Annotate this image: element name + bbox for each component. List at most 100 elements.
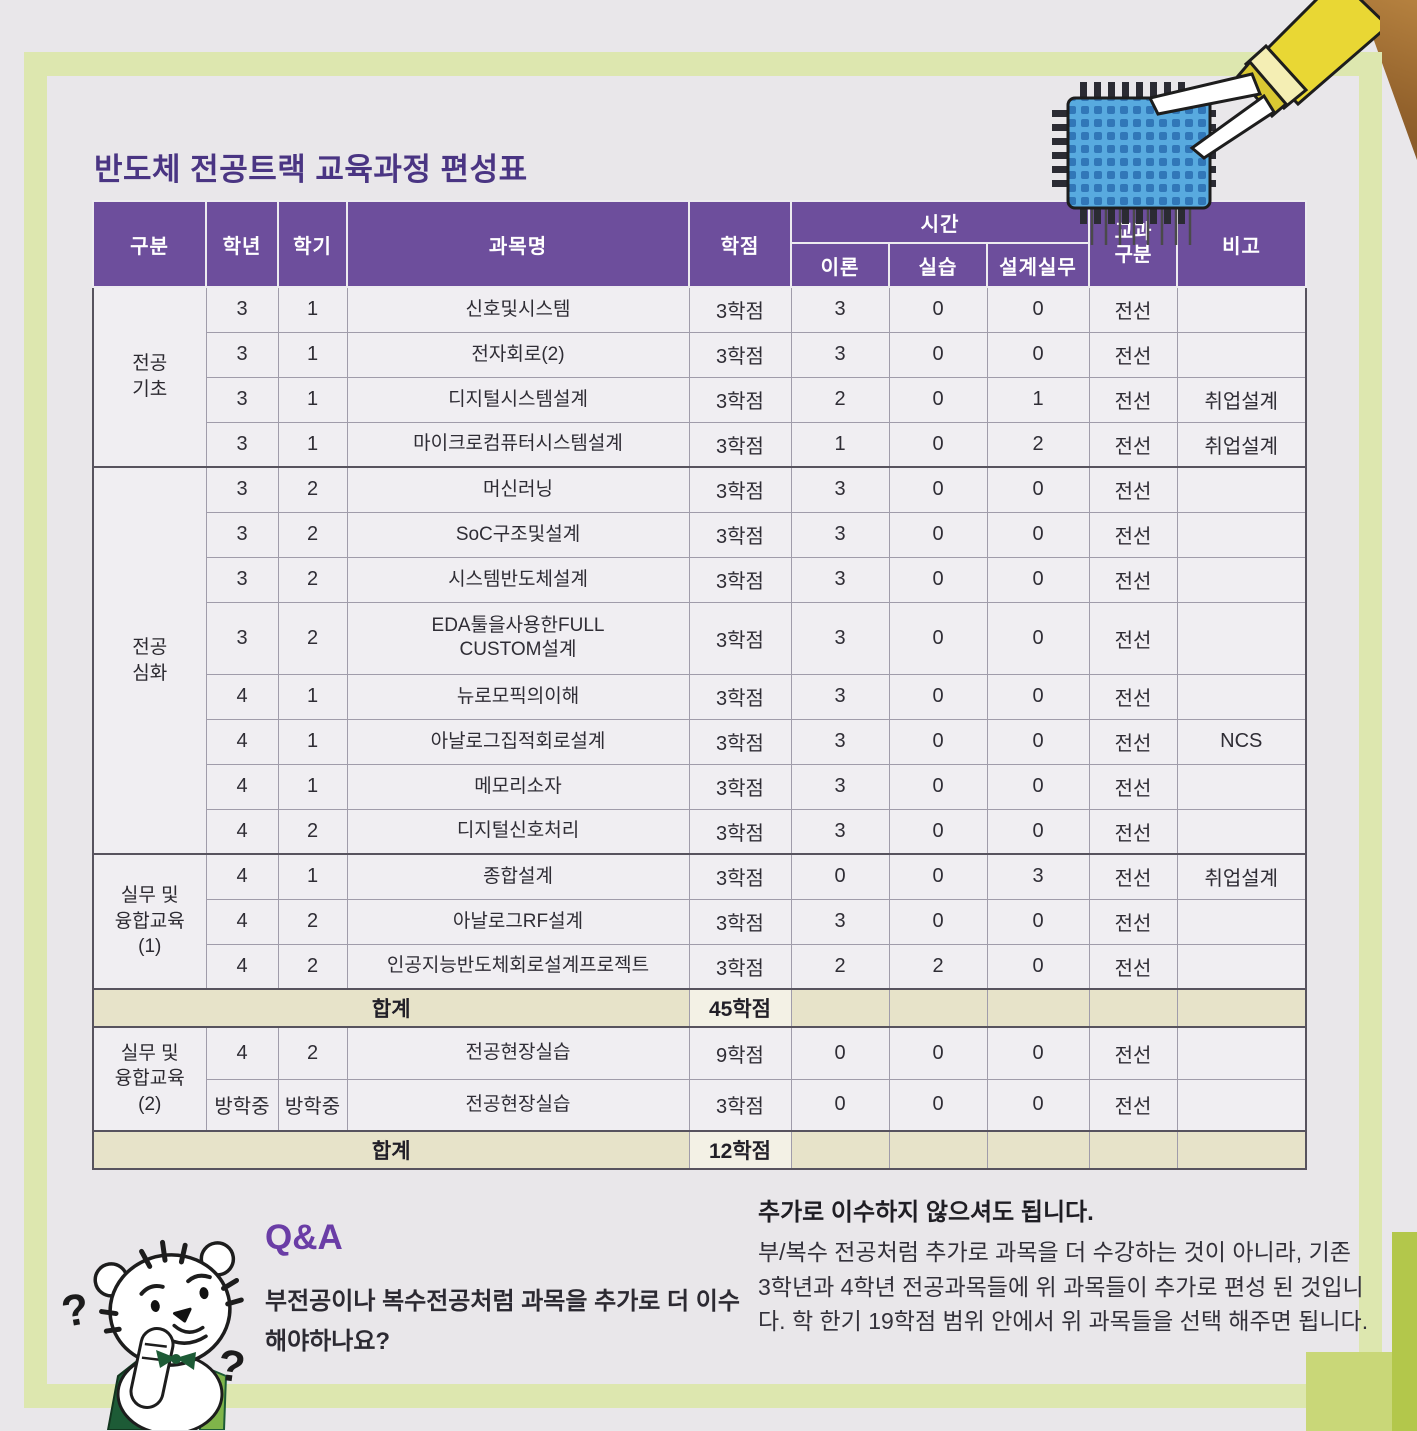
table-row: 4 1 뉴로모픽의이해 3학점 3 0 0 전선 (93, 673, 1307, 720)
cell-credits: 3학점 (688, 763, 792, 810)
table-row: 3 2 SoC구조및설계 3학점 3 0 0 전선 (93, 511, 1307, 558)
cell-note (1176, 331, 1307, 378)
header-note: 비고 (1176, 200, 1308, 288)
cell-note (1176, 466, 1307, 513)
group-label: 전공 기초 (92, 286, 207, 468)
header-hours: 시간 (789, 200, 1091, 244)
cell-semester: 2 (277, 466, 348, 513)
cell-design: 0 (986, 466, 1090, 513)
cell-type: 전선 (1088, 556, 1178, 603)
cell-semester: 1 (277, 421, 348, 468)
cell-type: 전선 (1088, 376, 1178, 423)
cell-course: 전자회로(2) (346, 331, 690, 378)
cell-practice: 0 (888, 376, 988, 423)
header-year: 학년 (205, 200, 279, 288)
header-category: 구분 (92, 200, 207, 288)
cell-credits: 3학점 (688, 601, 792, 675)
cell-year: 3 (205, 511, 279, 558)
cell-semester: 1 (277, 673, 348, 720)
cell-type: 전선 (1088, 511, 1178, 558)
cell-year: 방학중 (205, 1078, 279, 1132)
cell-credits: 3학점 (688, 898, 792, 945)
cell-credits: 3학점 (688, 853, 792, 900)
cell-course: 전공현장실습 (346, 1078, 690, 1132)
cell-practice: 0 (888, 1078, 988, 1132)
cell-type: 전선 (1088, 601, 1178, 675)
group-label: 실무 및 융합교육 (1) (92, 853, 207, 990)
cell-semester: 2 (277, 1026, 348, 1080)
cell-year: 4 (205, 808, 279, 855)
empty-cell (1176, 988, 1307, 1028)
qa-question: 부전공이나 복수전공처럼 과목을 추가로 더 이수 해야하나요? (265, 1288, 740, 1355)
cell-credits: 3학점 (688, 331, 792, 378)
cell-semester: 1 (277, 718, 348, 765)
header-course: 과목명 (346, 200, 690, 288)
cell-note (1176, 943, 1307, 990)
header-credits: 학점 (688, 200, 792, 288)
cell-design: 0 (986, 718, 1090, 765)
cell-theory: 0 (790, 1026, 890, 1080)
cell-note (1176, 286, 1307, 333)
cell-design: 1 (986, 376, 1090, 423)
header-subrow: 이론 실습 설계실무 (93, 242, 1306, 288)
cell-theory: 3 (790, 673, 890, 720)
cell-design: 0 (986, 673, 1090, 720)
empty-cell (1176, 1130, 1307, 1170)
group-label: 전공 심화 (92, 466, 207, 855)
cell-course: 디지털시스템설계 (346, 376, 690, 423)
cell-design: 0 (986, 331, 1090, 378)
cell-practice: 0 (888, 286, 988, 333)
empty-cell (888, 1130, 988, 1170)
cell-semester: 2 (277, 511, 348, 558)
cell-practice: 0 (888, 853, 988, 900)
table-row: 3 2 EDA툴을사용한FULL CUSTOM설계 3학점 3 0 0 전선 (93, 601, 1307, 675)
cell-semester: 방학중 (277, 1078, 348, 1132)
cell-type: 전선 (1088, 898, 1178, 945)
cell-year: 4 (205, 1026, 279, 1080)
cell-course: 신호및시스템 (346, 286, 690, 333)
cell-theory: 3 (790, 466, 890, 513)
tiger-mascot-icon (93, 1239, 244, 1430)
cell-theory: 3 (790, 331, 890, 378)
header-theory: 이론 (790, 242, 890, 288)
group-label: 실무 및 융합교육 (2) (92, 1026, 207, 1132)
cell-year: 3 (205, 601, 279, 675)
microchip-robot-arm-icon (1052, 0, 1380, 245)
cell-note: 취업설계 (1176, 376, 1307, 423)
cell-course: SoC구조및설계 (346, 511, 690, 558)
cell-design: 0 (986, 808, 1090, 855)
qa-answer-title: 추가로 이수하지 않으셔도 됩니다. (758, 1199, 1094, 1226)
cell-semester: 2 (277, 556, 348, 603)
cell-theory: 3 (790, 601, 890, 675)
cell-semester: 2 (277, 808, 348, 855)
cell-theory: 2 (790, 943, 890, 990)
cell-course: 시스템반도체설계 (346, 556, 690, 603)
cell-theory: 2 (790, 376, 890, 423)
cell-design: 0 (986, 601, 1090, 675)
table-row: 실무 및 융합교육 (1) 4 1 종합설계 3학점 0 0 3 전선 취업설계 (92, 853, 1307, 990)
cell-credits: 3학점 (688, 511, 792, 558)
cell-year: 4 (205, 763, 279, 810)
cell-note (1176, 808, 1307, 855)
table-row: 4 1 메모리소자 3학점 3 0 0 전선 (93, 763, 1307, 810)
cell-course: 인공지능반도체회로설계프로젝트 (346, 943, 690, 990)
cell-practice: 0 (888, 673, 988, 720)
curriculum-table: 구분 학년 학기 과목명 학점 시간 교과 구분 비고 이론 실습 설계실무 (92, 200, 1308, 1170)
cell-year: 3 (205, 286, 279, 333)
cell-design: 0 (986, 1026, 1090, 1080)
cell-note (1176, 1078, 1307, 1132)
cell-type: 전선 (1088, 1078, 1178, 1132)
cell-credits: 3학점 (688, 556, 792, 603)
qa-answer: 추가로 이수하지 않으셔도 됩니다. 부/복수 전공처럼 추가로 과목을 더 수… (758, 1192, 1370, 1339)
cell-note (1176, 556, 1307, 603)
cell-design: 3 (986, 853, 1090, 900)
header-semester: 학기 (277, 200, 348, 288)
cell-practice: 0 (888, 511, 988, 558)
empty-cell (1088, 988, 1178, 1028)
table-row: 4 2 아날로그RF설계 3학점 3 0 0 전선 (93, 898, 1307, 945)
cell-practice: 0 (888, 763, 988, 810)
green-edge-strip (1392, 1232, 1417, 1431)
cell-type: 전선 (1088, 853, 1178, 900)
cell-note: 취업설계 (1176, 853, 1307, 900)
table-row: 3 2 시스템반도체설계 3학점 3 0 0 전선 (93, 556, 1307, 603)
